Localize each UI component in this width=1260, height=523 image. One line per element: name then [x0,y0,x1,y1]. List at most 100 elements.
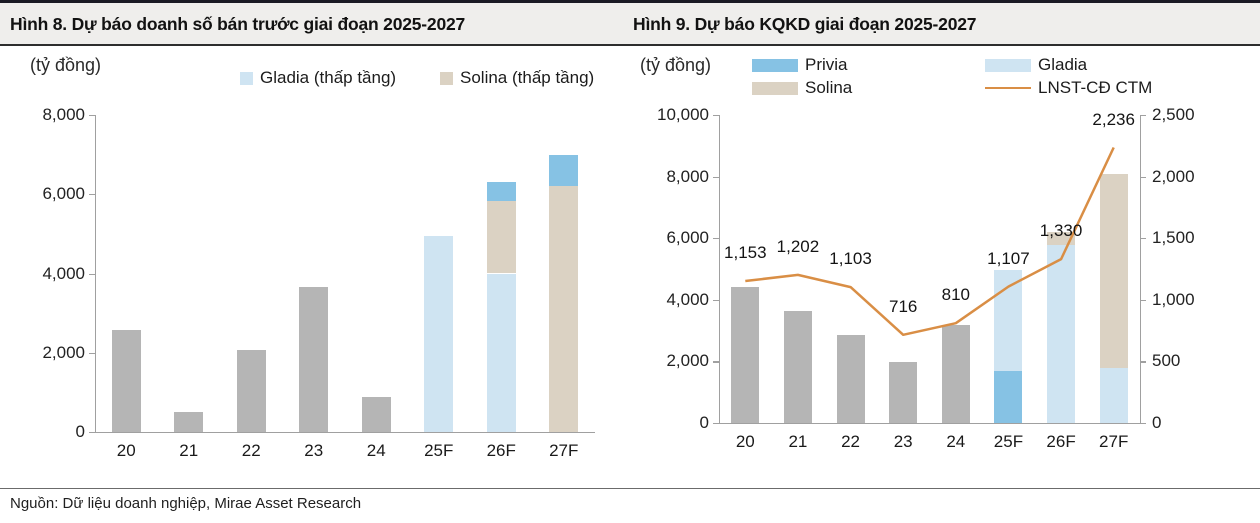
source-note: Nguồn: Dữ liệu doanh nghiệp, Mirae Asset… [10,495,362,512]
solina-swatch-icon [752,81,798,95]
x-axis-category-label: 22 [841,432,861,451]
bar-segment-gray [836,335,865,423]
solina-swatch-icon [440,71,453,85]
y-tick-label: 2,000 [42,342,85,362]
line-point-label: 1,107 [987,248,1030,268]
bar-segment-solina [486,201,516,274]
bar-segment-solina [549,186,579,432]
x-axis-category-label: 27F [1099,432,1129,451]
y-tick-mark [713,115,719,117]
x-axis-category-label: 24 [946,432,966,451]
legend-label: Solina (thấp tầng) [460,68,595,87]
y-tick-mark [89,273,95,275]
y-right-tick-mark [1140,299,1146,301]
bar-segment-gray [783,310,812,423]
bar-segment-gray [236,349,266,432]
bar-segment-privia [549,155,579,187]
y-tick-label: 8,000 [666,166,709,186]
figure8-title: Hình 8. Dự báo doanh số bán trước giai đ… [10,14,466,34]
bar-segment-gray [111,329,141,432]
lnst-line-path [745,146,1115,337]
y-right-tick-label: 1,500 [1152,228,1195,248]
y-tick-label: 2,000 [666,351,709,371]
privia-swatch-icon [752,58,798,72]
line-point-label: 810 [941,285,970,305]
x-axis-category-label: 27F [549,441,579,460]
bar-segment-gray [299,286,329,432]
y-right-tick-label: 2,500 [1152,105,1195,124]
legend-item-gladia-thap-tang: Gladia (thấp tầng) [240,68,396,87]
y-tick-label: 0 [699,413,709,432]
lnst-line-swatch-icon [985,87,1031,89]
x-axis-category-label: 24 [366,441,386,460]
bar-segment-gray [174,412,204,432]
y-right-tick-label: 500 [1152,351,1181,371]
figure9-title: Hình 9. Dự báo KQKD giai đoạn 2025-2027 [633,14,977,34]
bar-segment-gray [889,362,918,423]
x-axis-category-label: 25F [993,432,1024,451]
bar-segment-gladia [486,273,516,432]
y-tick-mark [713,238,719,240]
y-tick-label: 6,000 [42,184,85,204]
y-right-tick-label: 1,000 [1152,289,1195,309]
x-axis-category-label: 26F [1046,432,1076,451]
y-tick-label: 4,000 [666,289,709,309]
bar-segment-gladia [424,235,454,432]
legend-item-solina: Solina [752,78,853,97]
y-axis-line [719,115,721,423]
gladia-swatch-icon [985,58,1031,72]
line-point-label: 2,236 [1092,109,1135,129]
y-tick-mark [713,361,719,363]
legend-label: Solina [805,78,853,97]
bar-segment-privia [994,371,1023,423]
legend-label: Privia [805,55,848,74]
x-axis-category-label: 26F [486,441,516,460]
y-axis-line [95,115,97,432]
legend-label: LNST-CĐ CTM [1038,78,1153,97]
x-axis-category-label: 25F [424,441,454,460]
y-tick-mark [89,432,95,434]
legend-label: Gladia [1038,55,1088,74]
line-point-label: 1,330 [1039,221,1083,241]
x-axis-category-label: 21 [179,441,199,460]
x-axis-category-label: 20 [735,432,755,451]
y-axis-right-line [1140,115,1142,423]
y-tick-label: 4,000 [42,263,85,283]
legend-item-gladia: Gladia [985,55,1088,74]
y-tick-mark [713,423,719,425]
lnst-line-series [745,146,1115,337]
line-point-label: 1,103 [829,249,872,269]
y-tick-mark [89,352,95,354]
x-axis-category-label: 20 [116,441,136,460]
bar-segment-gray [361,396,391,432]
x-axis-category-label: 21 [788,432,808,451]
line-point-label: 1,202 [776,236,820,256]
legend-item-privia: Privia [752,55,848,74]
y-right-tick-mark [1140,423,1146,425]
y-tick-label: 0 [75,422,85,441]
y-tick-label: 6,000 [666,228,709,248]
y-right-tick-label: 2,000 [1152,166,1195,186]
y-right-tick-mark [1140,238,1146,240]
gladia-swatch-icon [240,71,253,85]
y-right-tick-label: 0 [1152,413,1162,432]
x-axis-category-label: 22 [241,441,261,460]
x-axis-category-label: 23 [304,441,324,460]
legend-item-lnst-cd-ctm: LNST-CĐ CTM [985,78,1153,97]
y-right-tick-mark [1140,176,1146,178]
x-axis-line [95,432,595,434]
y-right-tick-mark [1140,115,1146,117]
footer-divider [0,488,1260,489]
bar-segment-gladia [1047,244,1076,423]
y-tick-mark [89,115,95,117]
bar-segment-gray [941,325,970,423]
y-tick-label: 10,000 [657,105,709,124]
line-point-label: 716 [889,296,918,316]
figure8-unit-label: (tỷ đồng) [30,55,102,75]
figure-title-band: Hình 8. Dự báo doanh số bán trước giai đ… [0,0,1260,46]
y-tick-mark [713,176,719,178]
bar-segment-gladia [1099,368,1128,423]
